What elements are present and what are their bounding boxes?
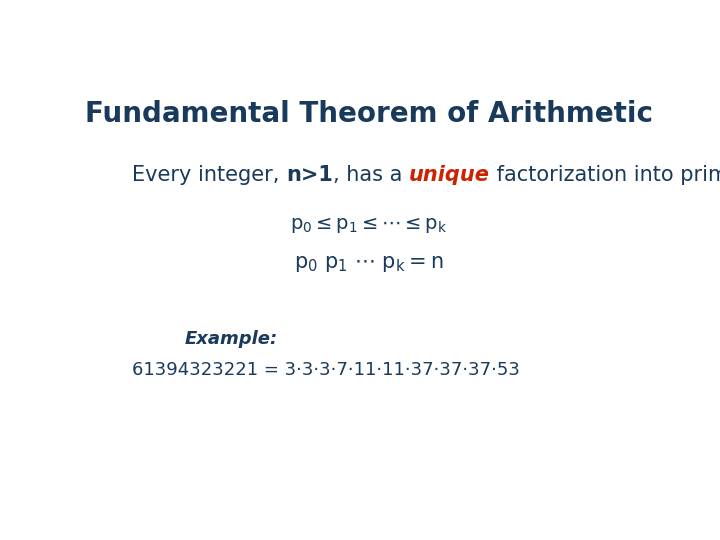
Text: $\mathsf{p_0\ p_1\ \cdots\ p_k = n}$: $\mathsf{p_0\ p_1\ \cdots\ p_k = n}$ bbox=[294, 254, 444, 274]
Text: 61394323221 = 3·3·3·7·11·11·37·37·37·53: 61394323221 = 3·3·3·7·11·11·37·37·37·53 bbox=[132, 361, 520, 380]
Text: Fundamental Theorem of Arithmetic: Fundamental Theorem of Arithmetic bbox=[85, 100, 653, 128]
Text: $\mathsf{p_0 \leq p_1 \leq \cdots \leq p_k}$: $\mathsf{p_0 \leq p_1 \leq \cdots \leq p… bbox=[290, 215, 448, 235]
Text: n>1: n>1 bbox=[286, 165, 333, 185]
Text: , has a: , has a bbox=[333, 165, 409, 185]
Text: Every integer,: Every integer, bbox=[132, 165, 286, 185]
Text: Example:: Example: bbox=[185, 330, 278, 348]
Text: factorization into primes:: factorization into primes: bbox=[490, 165, 720, 185]
Text: unique: unique bbox=[409, 165, 490, 185]
